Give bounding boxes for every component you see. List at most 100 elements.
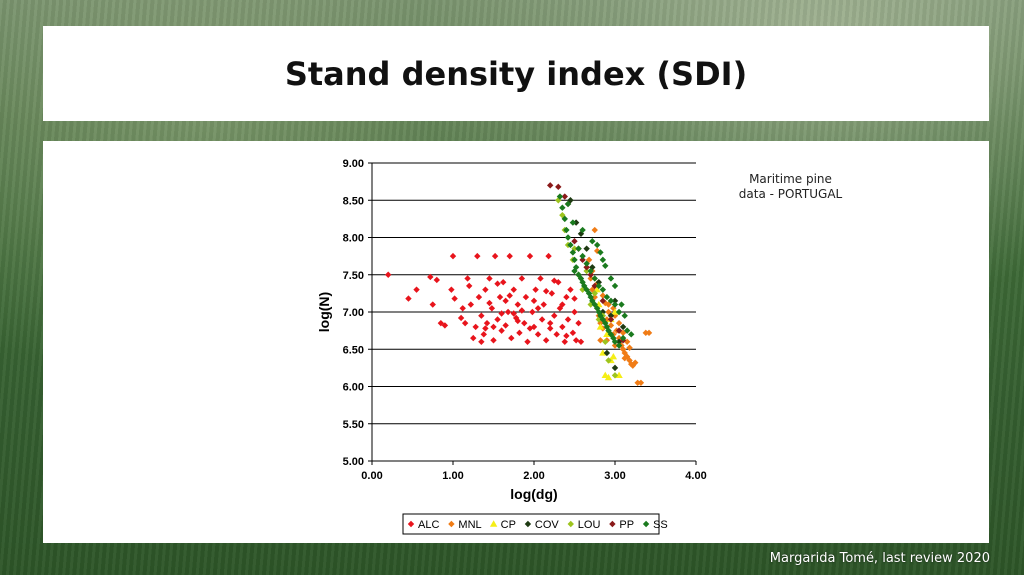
data-point-ss <box>611 301 619 308</box>
data-point-pp <box>599 297 607 305</box>
data-point-ss <box>556 193 564 200</box>
data-point-alc <box>470 334 477 342</box>
note-line-2: data - PORTUGAL <box>738 187 843 201</box>
data-point-alc <box>542 287 550 295</box>
legend-label-mnl: MNL <box>458 519 481 531</box>
data-point-alc <box>510 286 517 293</box>
data-point-lou <box>611 372 619 379</box>
data-point-mnl <box>587 275 594 282</box>
data-point-mnl <box>602 299 609 307</box>
y-tick-label: 5.50 <box>343 419 364 431</box>
data-point-ss <box>567 241 574 249</box>
y-tick-label: 7.00 <box>343 307 364 319</box>
legend-marker-alc <box>407 520 415 528</box>
data-point-mnl <box>642 329 649 337</box>
data-point-alc <box>561 338 568 345</box>
data-point-alc <box>534 331 542 338</box>
data-point-lou <box>555 197 562 204</box>
data-point-cov <box>577 230 585 237</box>
data-point-ss <box>589 297 596 305</box>
data-point-alc <box>413 286 420 293</box>
data-point-pp <box>571 238 578 245</box>
legend-label-alc: ALC <box>418 519 439 531</box>
data-point-ss <box>599 286 607 293</box>
x-tick-label: 4.00 <box>685 470 706 482</box>
data-point-alc <box>551 312 558 319</box>
data-point-ss <box>595 308 602 316</box>
data-point-ss <box>605 327 612 334</box>
data-point-mnl <box>637 379 645 386</box>
data-point-alc <box>577 338 585 345</box>
data-point-alc <box>461 319 469 327</box>
data-point-ss <box>579 252 586 260</box>
data-point-ss <box>571 256 578 264</box>
data-point-alc <box>551 277 558 284</box>
data-point-alc <box>482 286 489 293</box>
data-point-alc <box>514 317 521 325</box>
data-point-alc <box>474 252 481 260</box>
data-point-mnl <box>597 319 604 327</box>
data-point-alc <box>572 337 580 344</box>
data-point-cov <box>572 219 580 226</box>
data-point-lou <box>602 338 609 345</box>
data-point-ss <box>564 234 572 241</box>
data-point-ss <box>569 249 577 256</box>
data-point-alc <box>518 275 526 282</box>
data-point-alc <box>537 275 544 282</box>
data-point-ss <box>569 219 577 226</box>
data-point-ss <box>563 226 570 234</box>
y-tick-label: 8.50 <box>343 195 364 207</box>
data-point-pp <box>615 327 623 334</box>
data-point-cov <box>595 279 602 286</box>
data-point-alc <box>564 316 572 323</box>
data-point-cov <box>615 338 623 345</box>
data-point-mnl <box>611 342 619 349</box>
data-point-ss <box>599 256 607 264</box>
data-point-mnl <box>597 337 604 344</box>
data-point-alc <box>559 323 566 331</box>
data-point-alc <box>385 271 392 278</box>
data-point-ss <box>599 316 607 323</box>
data-point-ss <box>579 226 586 234</box>
data-point-alc <box>575 319 582 327</box>
data-point-mnl <box>621 354 628 362</box>
y-axis-label: log(N) <box>316 292 332 332</box>
legend-label-cov: COV <box>535 519 560 531</box>
data-point-ss <box>564 200 572 208</box>
data-point-alc <box>478 312 485 319</box>
data-point-alc <box>563 293 570 301</box>
data-point-mnl <box>615 319 623 327</box>
data-point-cp <box>596 323 605 330</box>
y-tick-label: 5.00 <box>343 456 364 468</box>
data-point-cp <box>599 349 607 356</box>
data-point-cov <box>611 364 619 372</box>
data-point-alc <box>459 305 466 312</box>
data-point-alc <box>502 297 509 305</box>
data-point-alc <box>569 329 577 337</box>
data-point-ss <box>615 308 623 316</box>
data-point-alc <box>490 323 497 331</box>
data-point-ss <box>602 262 609 270</box>
data-point-pp <box>547 182 554 189</box>
data-point-alc <box>529 308 536 316</box>
data-point-mnl <box>585 256 593 264</box>
y-tick-label: 7.50 <box>343 270 364 282</box>
data-point-alc <box>496 293 504 301</box>
data-point-mnl <box>591 226 598 234</box>
data-point-mnl <box>615 334 623 342</box>
data-point-alc <box>466 282 473 290</box>
data-point-mnl <box>645 329 653 337</box>
y-tick-label: 6.00 <box>343 382 364 394</box>
y-tick-label: 9.00 <box>343 158 364 170</box>
data-point-alc <box>486 299 493 307</box>
data-point-alc <box>451 295 458 302</box>
data-point-alc <box>494 280 501 287</box>
data-point-ss <box>595 282 602 290</box>
data-point-mnl <box>593 247 601 255</box>
data-point-alc <box>518 307 526 314</box>
data-point-alc <box>480 331 487 338</box>
data-point-ss <box>571 267 578 275</box>
data-point-alc <box>548 290 556 297</box>
data-point-alc <box>516 329 523 337</box>
data-point-pp <box>561 193 568 200</box>
